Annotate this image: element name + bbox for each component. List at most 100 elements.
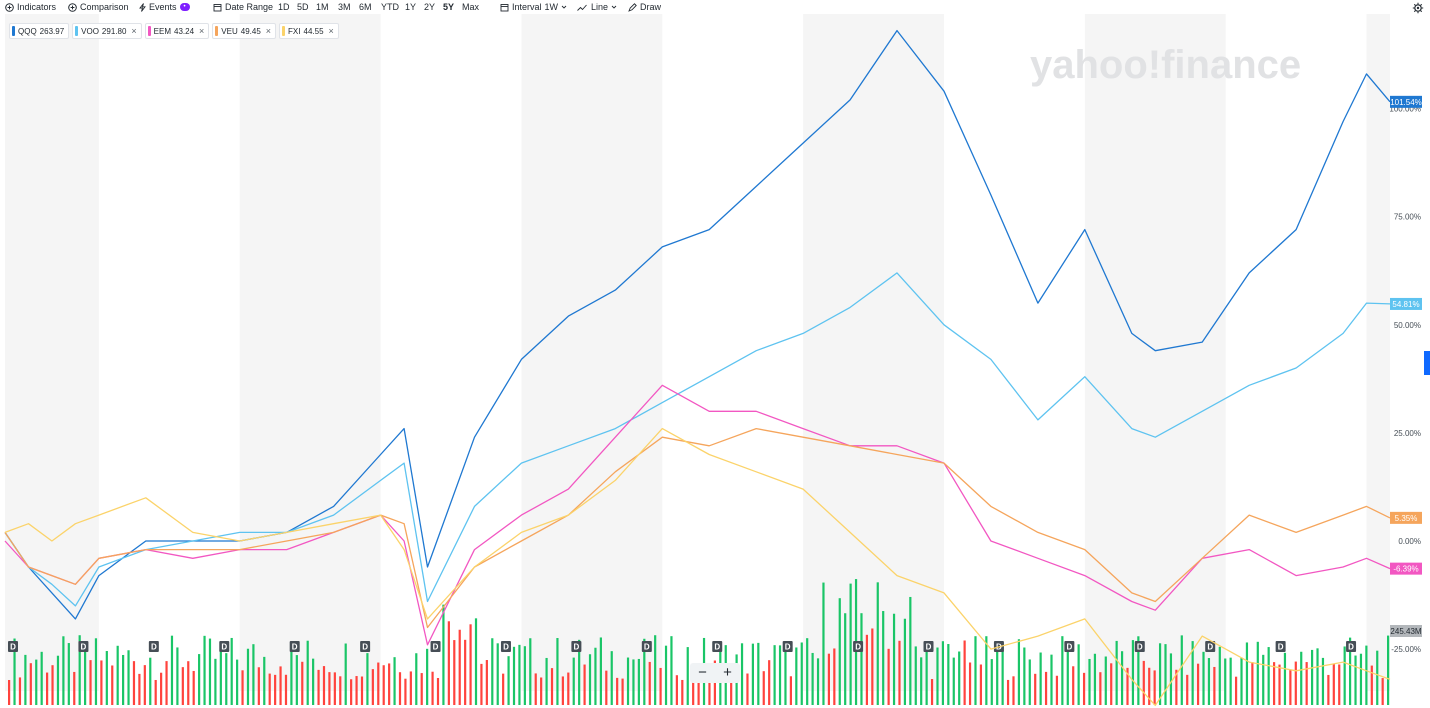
close-icon[interactable]: × [131,26,137,36]
interval-value: 1W [544,2,559,12]
series-line-veu[interactable] [4,427,1391,629]
range-5y[interactable]: 5Y [443,2,455,12]
volume-bar [1186,674,1189,705]
volume-bar [100,660,103,705]
chip-veu[interactable]: VEU 49.45 × [212,23,277,39]
dividend-marker[interactable]: D [853,641,864,652]
volume-bar [1294,661,1297,705]
volume-bar [388,663,391,705]
interval-label: Interval [512,2,542,12]
volume-bar [13,638,16,705]
dividend-marker[interactable]: D [148,641,159,652]
chip-eem[interactable]: EEM 43.24 × [144,23,210,39]
svg-text:D: D [292,643,298,652]
volume-bar [697,670,700,705]
range-1d[interactable]: 1D [278,2,290,12]
close-icon[interactable]: × [199,26,205,36]
zoom-in-button[interactable]: + [723,664,732,681]
volume-bar [464,639,467,705]
chip-color-swatch [215,26,219,36]
volume-bar [838,598,841,705]
series-lines [4,29,1391,707]
volume-bar [1164,644,1167,705]
volume-bar [485,660,488,705]
volume-bar [588,654,592,705]
dividend-marker[interactable]: D [1275,641,1286,652]
zoom-out-button[interactable]: − [698,664,707,681]
dividend-marker[interactable]: D [1205,641,1216,652]
volume-bar [621,678,624,705]
svg-text:54.81%: 54.81% [1392,300,1419,309]
range-1y[interactable]: 1Y [405,2,417,12]
volume-bar [561,676,564,705]
date-range-label: Date Range [225,2,274,12]
volume-bar [333,672,336,705]
volume-bar [431,671,434,705]
range-1m[interactable]: 1M [316,2,329,12]
range-6m[interactable]: 6M [359,2,372,12]
volume-bar [1229,657,1232,705]
dividend-marker[interactable]: D [923,641,934,652]
chip-price: 263.97 [39,26,65,36]
series-line-qqq[interactable] [4,29,1391,620]
series-line-voo[interactable] [4,272,1391,607]
comparison-button[interactable]: Comparison [68,0,129,14]
shading-band [5,14,52,691]
dividend-marker[interactable]: D [219,641,230,652]
date-range-button[interactable]: Date Range [213,0,273,14]
side-panel-tab[interactable] [1424,351,1430,375]
volume-bar [160,672,163,705]
dividend-marker[interactable]: D [712,641,723,652]
y-tick-label: 75.00% [1394,213,1421,222]
dividend-marker[interactable]: D [8,641,18,652]
volume-bar [491,638,494,705]
last-value-volume: 245.43M [1390,625,1422,637]
line-type-button[interactable]: Line [577,0,617,14]
dividend-marker[interactable]: D [782,641,793,652]
range-2y[interactable]: 2Y [424,2,436,12]
dividend-marker[interactable]: D [1134,641,1145,652]
close-icon[interactable]: × [328,26,334,36]
plus-circle-icon [5,2,14,12]
dividend-marker[interactable]: D [78,641,89,652]
volume-bar [1006,679,1010,705]
series-line-fxi[interactable] [4,427,1391,707]
indicators-button[interactable]: Indicators [5,0,56,14]
volume-bar [898,640,901,705]
volume-bar [306,640,309,705]
volume-bar [784,641,787,705]
volume-bar [909,596,912,705]
volume-bar [1055,675,1059,705]
volume-bar [442,604,445,705]
range-3m[interactable]: 3M [338,2,351,12]
volume-bar [979,664,983,705]
draw-button[interactable]: Draw [628,0,661,14]
dividend-marker[interactable]: D [430,641,441,652]
dividend-marker[interactable]: D [1064,641,1075,652]
volume-bar [610,651,613,705]
volume-bar [257,667,260,705]
interval-button[interactable]: Interval 1W [500,0,567,14]
gear-icon[interactable] [1412,2,1424,14]
range-max[interactable]: Max [462,2,480,12]
dividend-marker[interactable]: D [500,641,511,652]
close-icon[interactable]: × [265,26,272,36]
chip-qqq[interactable]: QQQ 263.97 [9,23,70,39]
series-line-eem[interactable] [4,384,1391,646]
events-button[interactable]: Events • [139,0,190,14]
dividend-marker[interactable]: D [289,641,300,652]
dividend-marker[interactable]: D [641,641,652,652]
range-5d[interactable]: 5D [297,2,309,12]
chip-voo[interactable]: VOO 291.80 × [72,23,142,39]
chip-fxi[interactable]: FXI 44.55 × [279,23,339,39]
range-ytd[interactable]: YTD [381,2,399,12]
volume-bar [654,635,657,705]
volume-bar [1082,672,1086,705]
dividend-marker[interactable]: D [360,641,371,652]
volume-bar [1289,669,1292,705]
dividend-marker[interactable]: D [571,641,582,652]
dividend-marker[interactable]: D [1346,641,1357,652]
volume-bar [816,658,820,705]
volume-bar [290,643,293,705]
